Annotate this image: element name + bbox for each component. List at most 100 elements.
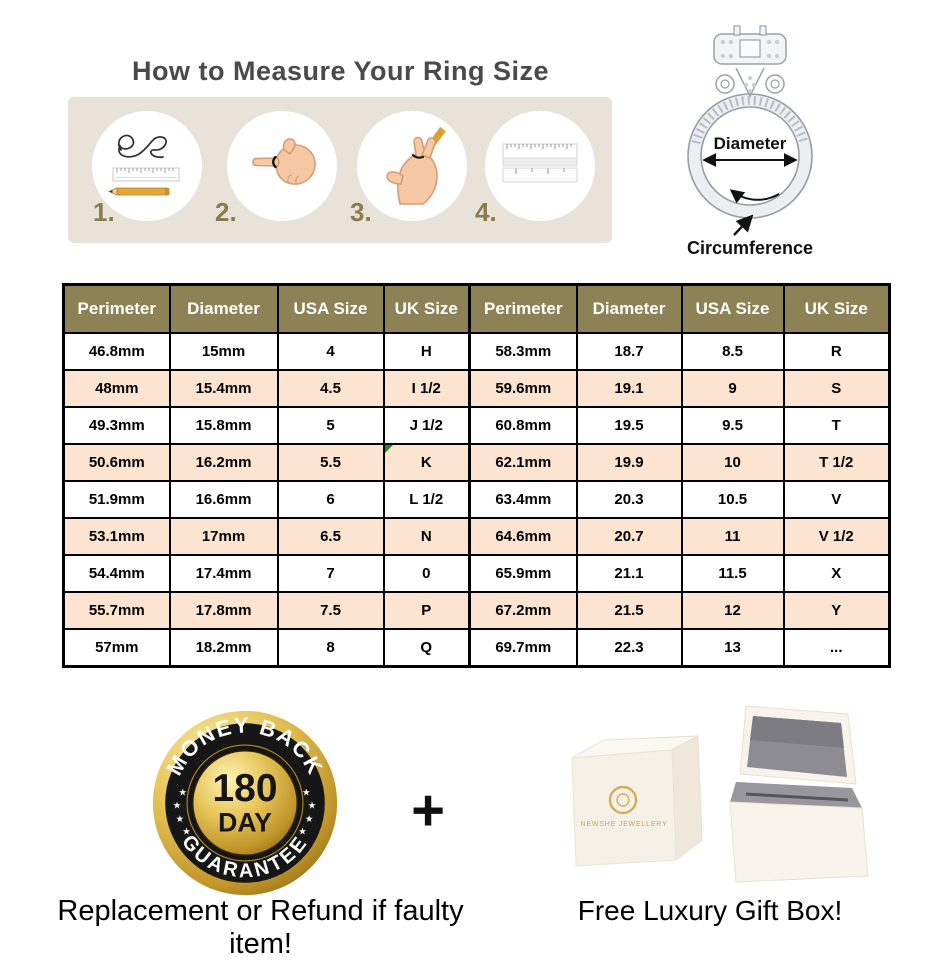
finger-with-string-icon	[252, 138, 316, 185]
table-cell: R	[782, 332, 891, 371]
table-cell: H	[382, 332, 471, 371]
table-cell: 54.4mm	[62, 554, 171, 593]
table-cell: 0	[382, 554, 471, 593]
money-back-badge: MONEY BACK GUARANTEE ★★★★ ★★★★ 180 DAY	[152, 710, 338, 896]
table-cell: 20.7	[575, 517, 683, 556]
table-cell: 46.8mm	[62, 332, 171, 371]
svg-text:★: ★	[308, 801, 317, 812]
measure-steps-banner: 1. 2. 3. 4.	[68, 97, 612, 243]
table-cell: X	[782, 554, 891, 593]
svg-text:★: ★	[176, 814, 185, 825]
table-cell: I 1/2	[382, 369, 471, 408]
table-cell: 6	[276, 480, 385, 519]
table-cell: 17mm	[168, 517, 279, 556]
column-header: USA Size	[680, 283, 785, 334]
table-cell: 17.4mm	[168, 554, 279, 593]
table-cell: 9.5	[680, 406, 785, 445]
table-cell: V	[782, 480, 891, 519]
table-cell: Y	[782, 591, 891, 630]
table-cell: K	[382, 443, 471, 482]
diameter-label: Diameter	[714, 134, 787, 153]
table-cell: 12	[680, 591, 785, 630]
table-cell: V 1/2	[782, 517, 891, 556]
table-cell: 64.6mm	[468, 517, 578, 556]
footer-giftbox-text: Free Luxury Gift Box!	[577, 895, 843, 926]
svg-text:★: ★	[182, 826, 191, 837]
table-cell: 10.5	[680, 480, 785, 519]
footer-refund-text: Replacement or Refund if faulty item!	[57, 895, 464, 960]
gift-brand-text: NEWSHE JEWELLERY	[581, 821, 668, 828]
table-cell: 57mm	[62, 628, 171, 668]
svg-text:★: ★	[305, 814, 314, 825]
table-cell: 15mm	[168, 332, 279, 371]
table-cell: 5.5	[276, 443, 385, 482]
table-cell: 69.7mm	[468, 628, 578, 668]
table-cell: 16.2mm	[168, 443, 279, 482]
table-cell: 4.5	[276, 369, 385, 408]
hand-pencil-marking-icon	[386, 126, 446, 205]
table-row: 53.1mm 17mm 6.5 N 64.6mm 20.7 11 V 1/2	[62, 517, 891, 556]
table-cell: 7	[276, 554, 385, 593]
badge-days: 180	[213, 767, 278, 810]
table-cell: N	[382, 517, 471, 556]
table-cell: 8	[276, 628, 385, 668]
table-cell: T 1/2	[782, 443, 891, 482]
table-cell: 15.4mm	[168, 369, 279, 408]
ring-diagram: Diameter Circumference	[687, 25, 813, 258]
table-cell: 58.3mm	[468, 332, 578, 371]
table-cell: 6.5	[276, 517, 385, 556]
step-number: 3.	[350, 197, 372, 227]
table-row: 55.7mm 17.8mm 7.5 P 67.2mm 21.5 12 Y	[62, 591, 891, 630]
table-cell: 5	[276, 406, 385, 445]
table-cell: 20.3	[575, 480, 683, 519]
table-cell: 16.6mm	[168, 480, 279, 519]
table-cell: 11	[680, 517, 785, 556]
table-cell: 19.5	[575, 406, 683, 445]
badge-day-label: DAY	[218, 808, 272, 838]
table-cell: 65.9mm	[468, 554, 578, 593]
table-row: 54.4mm 17.4mm 7 0 65.9mm 21.1 11.5 X	[62, 554, 891, 593]
table-cell: 11.5	[680, 554, 785, 593]
svg-text:★: ★	[298, 826, 307, 837]
table-cell: 18.2mm	[168, 628, 279, 668]
table-cell: P	[382, 591, 471, 630]
step-number: 2.	[215, 197, 237, 227]
svg-text:★: ★	[302, 787, 311, 798]
svg-text:★: ★	[173, 801, 182, 812]
table-row: 50.6mm 16.2mm 5.5 K 62.1mm 19.9 10 T 1/2	[62, 443, 891, 482]
table-cell: 19.9	[575, 443, 683, 482]
circumference-label: Circumference	[687, 238, 813, 258]
table-cell: 4	[276, 332, 385, 371]
step-circle-1	[92, 111, 202, 221]
column-header: Diameter	[575, 283, 683, 334]
step-circle-4	[485, 111, 595, 221]
ruler-measure-icon	[502, 143, 578, 183]
column-header: Perimeter	[62, 283, 171, 334]
table-cell: 48mm	[62, 369, 171, 408]
table-cell: 15.8mm	[168, 406, 279, 445]
table-cell: 13	[680, 628, 785, 668]
table-cell: 63.4mm	[468, 480, 578, 519]
table-cell: 22.3	[575, 628, 683, 668]
step-circle-3	[357, 111, 467, 221]
table-cell: L 1/2	[382, 480, 471, 519]
badge-stars: ★★★★ ★★★★	[173, 787, 317, 837]
gift-box-image: NEWSHE JEWELLERY	[571, 705, 869, 883]
ring-size-table: Perimeter Diameter USA Size UK Size Perimete…	[62, 283, 891, 668]
page-title: How to Measure Your Ring Size	[131, 56, 550, 86]
plus-sign: +	[411, 778, 445, 843]
step-number: 4.	[475, 197, 497, 227]
table-cell: T	[782, 406, 891, 445]
column-header: Perimeter	[468, 283, 578, 334]
table-cell: J 1/2	[382, 406, 471, 445]
table-cell: 60.8mm	[468, 406, 578, 445]
table-cell: 19.1	[575, 369, 683, 408]
table-cell: 51.9mm	[62, 480, 171, 519]
table-row: 48mm 15.4mm 4.5 I 1/2 59.6mm 19.1 9 S	[62, 369, 891, 408]
column-header: UK Size	[382, 283, 471, 334]
string-ruler-pencil-icon	[108, 134, 180, 196]
table-cell: 59.6mm	[468, 369, 578, 408]
table-cell: ...	[782, 628, 891, 668]
column-header: Diameter	[168, 283, 279, 334]
table-row: 57mm 18.2mm 8 Q 69.7mm 22.3 13...	[62, 628, 891, 668]
